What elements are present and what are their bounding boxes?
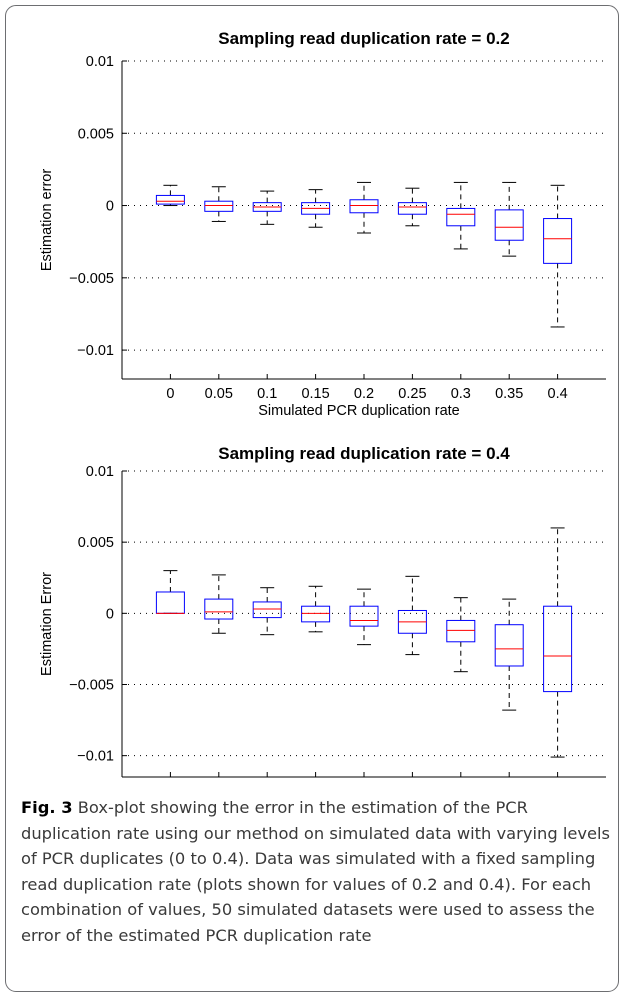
y-axis-label: Estimation error bbox=[39, 169, 55, 272]
x-tick-label: 0.25 bbox=[398, 386, 426, 402]
y-tick-label: 0.005 bbox=[78, 126, 114, 142]
box-iqr bbox=[301, 605, 331, 623]
box-iqr bbox=[543, 605, 573, 693]
y-axis-label: Estimation Error bbox=[39, 572, 55, 676]
x-tick-label: 0 bbox=[166, 784, 174, 786]
box-iqr bbox=[349, 605, 379, 627]
x-tick-label: 0.3 bbox=[451, 386, 471, 402]
figure-panel: Sampling read duplication rate = 0.2 0.01… bbox=[5, 5, 619, 992]
y-tick-label: 0.01 bbox=[86, 464, 114, 480]
box-iqr bbox=[446, 619, 476, 643]
box-0.3 bbox=[446, 181, 476, 250]
box-0.2 bbox=[349, 181, 379, 234]
box-0.1 bbox=[252, 587, 282, 636]
y-tick-label: −0.005 bbox=[69, 677, 114, 693]
box-iqr bbox=[494, 209, 524, 241]
box-0.05 bbox=[204, 186, 234, 222]
box-0.35 bbox=[494, 598, 524, 711]
y-tick-label: 0.01 bbox=[86, 54, 114, 70]
box-iqr bbox=[155, 591, 185, 614]
y-tick-label: −0.01 bbox=[77, 749, 114, 765]
x-tick-label: 0.1 bbox=[257, 784, 277, 786]
box-iqr bbox=[204, 200, 234, 212]
box-iqr bbox=[446, 207, 476, 227]
figure-caption-text: Box-plot showing the error in the estima… bbox=[21, 798, 611, 945]
box-0.25 bbox=[397, 575, 427, 656]
box-0 bbox=[155, 184, 185, 207]
chart-title: Sampling read duplication rate = 0.4 bbox=[218, 444, 510, 463]
chart-2: Sampling read duplication rate = 0.4 0.01… bbox=[39, 444, 606, 786]
x-axis-label: Simulated PCR duplication rate bbox=[258, 403, 460, 419]
x-tick-label: 0.4 bbox=[548, 386, 568, 402]
x-tick-label: 0.35 bbox=[495, 386, 523, 402]
box-iqr bbox=[494, 624, 524, 667]
y-tick-label: 0 bbox=[106, 606, 114, 622]
box-plot-figure: Sampling read duplication rate = 0.2 0.01… bbox=[39, 29, 606, 786]
x-tick-label: 0.2 bbox=[354, 386, 374, 402]
y-tick-label: −0.01 bbox=[77, 343, 114, 359]
chart-title: Sampling read duplication rate = 0.2 bbox=[218, 29, 509, 48]
box-0 bbox=[155, 570, 185, 614]
x-tick-label: 0.3 bbox=[451, 784, 471, 786]
x-tick-label: 0.35 bbox=[495, 784, 523, 786]
y-tick-label: 0.005 bbox=[78, 535, 114, 551]
box-0.4 bbox=[543, 527, 573, 758]
box-iqr bbox=[397, 202, 427, 215]
box-iqr bbox=[349, 199, 379, 214]
box-0.4 bbox=[543, 184, 573, 328]
chart-1: Sampling read duplication rate = 0.2 0.01… bbox=[39, 29, 606, 419]
x-tick-label: 0.15 bbox=[301, 386, 329, 402]
figure-caption: Fig. 3 Box-plot showing the error in the… bbox=[21, 795, 611, 949]
box-0.1 bbox=[252, 190, 282, 225]
x-tick-label: 0.4 bbox=[548, 784, 568, 786]
box-iqr bbox=[204, 598, 234, 620]
box-iqr bbox=[543, 218, 573, 264]
x-tick-label: 0.2 bbox=[354, 784, 374, 786]
box-0.15 bbox=[301, 189, 331, 228]
box-0.2 bbox=[349, 588, 379, 646]
x-tick-label: 0.25 bbox=[398, 784, 426, 786]
box-iqr bbox=[155, 194, 185, 205]
box-0.05 bbox=[204, 574, 234, 634]
y-tick-label: 0 bbox=[106, 199, 114, 215]
x-tick-label: 0.15 bbox=[301, 784, 329, 786]
box-0.15 bbox=[301, 585, 331, 633]
y-tick-label: −0.005 bbox=[69, 271, 114, 287]
box-iqr bbox=[252, 601, 282, 619]
x-tick-label: 0.1 bbox=[257, 386, 277, 402]
box-0.3 bbox=[446, 597, 476, 673]
figure-caption-label: Fig. 3 bbox=[21, 798, 73, 817]
box-0.35 bbox=[494, 181, 524, 257]
x-tick-label: 0.05 bbox=[205, 784, 233, 786]
x-tick-label: 0.05 bbox=[205, 386, 233, 402]
x-tick-label: 0 bbox=[166, 386, 174, 402]
box-0.25 bbox=[397, 187, 427, 227]
